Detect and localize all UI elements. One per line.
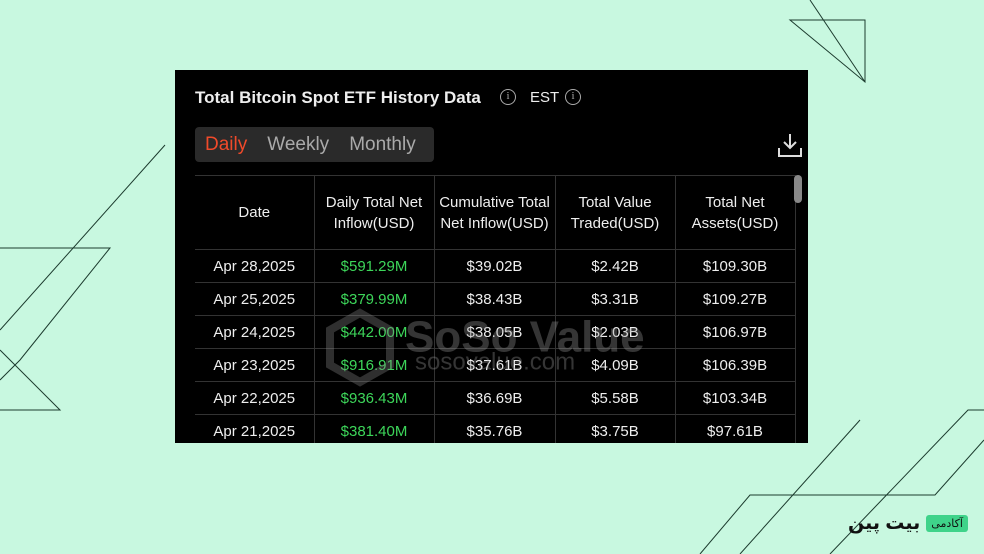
table-cell: $106.39B [674,348,796,382]
table-cell: Apr 28,2025 [195,249,315,283]
tab-bar: Daily Weekly Monthly [195,127,434,162]
info-icon[interactable]: i [500,89,516,105]
logo-academy: آکادمی [926,515,968,532]
table-cell: $5.58B [554,381,676,415]
tab[interactable]: Daily [205,133,248,155]
table-cell: $591.29M [313,249,435,283]
table-cell: $37.61B [433,348,556,382]
deco-line [0,144,166,411]
table-cell: $109.27B [674,282,796,316]
header-row: Date Daily Total Net Inflow(USD) Cumulativ… [195,175,796,250]
deco-line [699,409,984,554]
table-cell: Apr 23,2025 [195,348,315,382]
table-cell: Apr 25,2025 [195,282,315,316]
table-cell: $916.91M [313,348,435,382]
download-button[interactable] [777,132,803,158]
table-cell: $36.69B [433,381,556,415]
panel-title: Total Bitcoin Spot ETF History Data [195,88,481,107]
table-cell: $39.02B [433,249,556,283]
column-header: Cumulative Total Net Inflow(USD) [433,175,556,250]
table-cell: $381.40M [313,414,435,443]
table-cell: $4.09B [554,348,676,382]
deco-line [809,0,866,83]
table-cell: $3.31B [554,282,676,316]
table-row: Apr 23,2025 $916.91M $37.61B $4.09B $106.39B [195,348,796,382]
table-cell: Apr 21,2025 [195,414,315,443]
tab[interactable]: Weekly [267,133,330,155]
column-header: Daily Total Net Inflow(USD) [313,175,435,250]
table-row: Apr 22,2025 $936.43M $36.69B $5.58B $103.34B [195,381,796,415]
table-row: Apr 21,2025 $381.40M $35.76B $3.75B $97.61B [195,414,796,443]
tab[interactable]: Monthly [349,133,416,155]
timezone: EST [530,89,560,106]
table-cell: $936.43M [313,381,435,415]
table-cell: $379.99M [313,282,435,316]
deco-line [788,19,866,84]
table-cell: $2.42B [554,249,676,283]
table-cell: $106.97B [674,315,796,349]
column-header: Total Net Assets(USD) [674,175,796,250]
table-cell: Apr 22,2025 [195,381,315,415]
table-cell: $442.00M [313,315,435,349]
table-cell: $38.05B [433,315,556,349]
table-cell: $103.34B [674,381,796,415]
table-cell: $2.03B [554,315,676,349]
column-header: Total Value Traded(USD) [554,175,676,250]
table-cell: $109.30B [674,249,796,283]
scrollbar[interactable] [794,175,802,203]
table-row: Apr 25,2025 $379.99M $38.43B $3.31B $109.27B [195,282,796,316]
logo-brand: بیت پین [848,513,921,534]
logo: بیت پین آکادمی [848,512,968,535]
table-cell: $97.61B [674,414,796,443]
table-cell: Apr 24,2025 [195,315,315,349]
column-header: Date [195,175,315,250]
etf-panel: Total Bitcoin Spot ETF History Data i ES… [175,70,808,443]
table-cell: $38.43B [433,282,556,316]
table-cell: $3.75B [554,414,676,443]
data-table: Date Daily Total Net Inflow(USD) Cumulativ… [195,175,796,443]
table-row: Apr 28,2025 $591.29M $39.02B $2.42B $109.30B [195,249,796,283]
info-icon[interactable]: i [565,89,581,105]
table-row: Apr 24,2025 $442.00M $38.05B $2.03B $106.97B [195,315,796,349]
table-cell: $35.76B [433,414,556,443]
